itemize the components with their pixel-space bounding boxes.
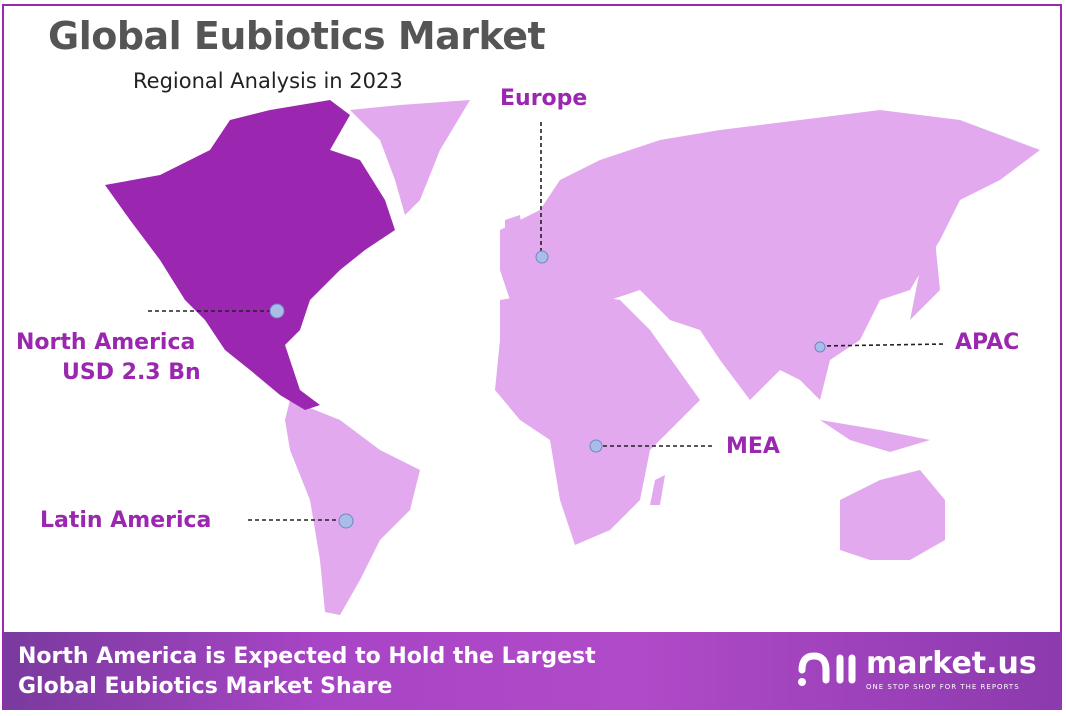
page-title: Global Eubiotics Market <box>48 14 546 58</box>
footer-banner: North America is Expected to Hold the La… <box>4 632 1062 710</box>
marker-north-america <box>269 303 285 319</box>
marker-latin-america <box>338 513 354 529</box>
market-us-logo: market.us ONE STOP SHOP FOR THE REPORTS <box>796 646 1037 702</box>
label-mea: MEA <box>726 434 780 459</box>
region-mea <box>495 290 700 545</box>
label-europe: Europe <box>500 86 588 111</box>
indonesia <box>820 420 930 452</box>
label-latin-america: Latin America <box>40 508 212 533</box>
japan <box>910 240 940 320</box>
logo-icon <box>798 652 856 686</box>
banner-line-2: Global Eubiotics Market Share <box>18 674 393 699</box>
label-north-america: North America <box>16 330 196 355</box>
label-apac: APAC <box>955 330 1020 355</box>
marker-apac <box>814 341 826 353</box>
page-subtitle: Regional Analysis in 2023 <box>133 69 403 93</box>
region-europe-asia <box>500 110 1040 400</box>
australia <box>840 470 945 560</box>
logo-name: market.us <box>866 646 1037 681</box>
logo-tagline: ONE STOP SHOP FOR THE REPORTS <box>866 683 1020 691</box>
banner-text: North America is Expected to Hold the La… <box>18 642 596 702</box>
uk <box>505 215 525 255</box>
banner-line-1: North America is Expected to Hold the La… <box>18 644 596 669</box>
marker-mea <box>589 439 603 453</box>
label-north-america-value: USD 2.3 Bn <box>62 360 201 385</box>
region-north-america <box>105 100 395 410</box>
marker-europe <box>535 250 549 264</box>
madagascar <box>650 475 665 505</box>
region-latin-america <box>285 400 420 615</box>
greenland <box>350 100 470 215</box>
